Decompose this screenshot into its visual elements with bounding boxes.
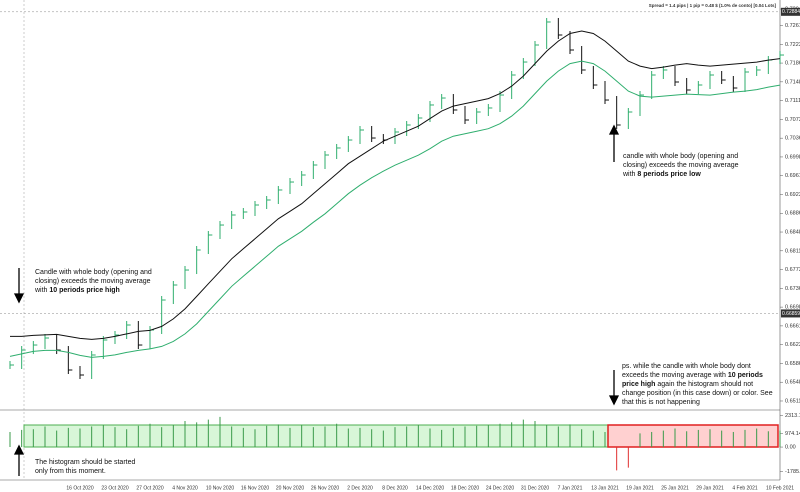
arrow-head	[608, 124, 620, 135]
y-tick-label: 0.65110	[785, 398, 800, 404]
annotation-bold: 8 periods price low	[637, 171, 701, 178]
y-tick-label: 0.72610	[785, 23, 800, 29]
y-tick-label: 974.1467	[785, 431, 800, 437]
arrow-head	[608, 395, 620, 406]
moving-average	[9, 60, 781, 358]
price-tag	[781, 7, 800, 16]
annotation: Candle with whole body (opening and clos…	[35, 268, 160, 295]
x-tick-label: 25 Jan 2021	[661, 485, 689, 491]
x-tick-label: 14 Dec 2020	[416, 485, 445, 491]
green-zone	[23, 424, 609, 448]
y-tick-label: 0.72235	[785, 42, 800, 48]
x-tick-label: 8 Dec 2020	[382, 485, 408, 491]
y-tick-label: 0.68110	[785, 248, 800, 254]
x-tick-label: 2 Dec 2020	[347, 485, 373, 491]
y-tick-label: 0.71485	[785, 79, 800, 85]
price-tag	[781, 309, 800, 318]
annotation-text: The histogram should be started only fro…	[35, 459, 136, 475]
x-tick-label: 13 Jan 2021	[591, 485, 619, 491]
plot-bg	[0, 0, 780, 480]
spread-info: Spread = 1.4 pips | 1 pip = 0.48 $ (1.0%…	[649, 3, 777, 8]
x-tick-label: 23 Oct 2020	[101, 485, 128, 491]
annotation-bold: 10 periods price high	[49, 287, 120, 294]
x-tick-label: 16 Nov 2020	[241, 485, 270, 491]
y-tick-label: 0.70360	[785, 136, 800, 142]
y-tick-label: 0.68485	[785, 229, 800, 235]
x-tick-label: 4 Nov 2020	[172, 485, 198, 491]
y-tick-label: -1785.4436	[785, 469, 800, 475]
y-tick-label: 0.00	[785, 445, 796, 451]
x-tick-label: 18 Dec 2020	[451, 485, 480, 491]
x-tick-label: 26 Nov 2020	[311, 485, 340, 491]
y-tick-label: 0.69985	[785, 154, 800, 160]
y-tick-label: 0.68860	[785, 211, 800, 217]
price-tag-label: 0.66859	[782, 311, 800, 317]
y-tick-label: 0.66610	[785, 323, 800, 329]
price-tag-label: 0.72884	[782, 9, 800, 15]
y-tick-label: 0.70735	[785, 117, 800, 123]
y-tick-label: 0.65860	[785, 361, 800, 367]
x-tick-label: 10 Nov 2020	[206, 485, 235, 491]
arrows	[13, 124, 620, 476]
arrow-head	[13, 444, 25, 455]
red-zone	[607, 424, 779, 448]
x-tick-label: 7 Jan 2021	[558, 485, 583, 491]
annotation-text: again the histogram should not change po…	[622, 381, 773, 406]
x-tick-label: 24 Dec 2020	[486, 485, 515, 491]
y-tick-label: 0.66985	[785, 305, 800, 311]
y-tick-label: 0.66235	[785, 342, 800, 348]
marks: 0.65110 0.65485 0.65860 0.66235 0.66610 0.669…	[0, 6, 800, 491]
annotation: candle with whole body (opening and clos…	[623, 152, 748, 179]
y-tick-label: 0.69235	[785, 192, 800, 198]
y-tick-label: 0.67735	[785, 267, 800, 273]
annotation-text: candle with whole body (opening and clos…	[623, 153, 739, 178]
y-tick-label: 0.67360	[785, 286, 800, 292]
x-tick-label: 10 Feb 2021	[766, 485, 794, 491]
y-tick-label: 2313.1468	[785, 413, 800, 419]
annotation: ps. while the candle with whole body don…	[622, 362, 777, 407]
x-tick-label: 31 Dec 2020	[521, 485, 550, 491]
moving-average	[10, 30, 781, 340]
x-tick-label: 16 Oct 2020	[66, 485, 93, 491]
annotation-text: Candle with whole body (opening and clos…	[35, 269, 152, 294]
x-tick-label: 19 Jan 2021	[626, 485, 654, 491]
annotation: The histogram should be started only fro…	[35, 458, 145, 476]
x-tick-label: 4 Feb 2021	[732, 485, 758, 491]
y-tick-label: 0.65485	[785, 380, 800, 386]
arrow-head	[13, 293, 25, 304]
annotation-text: ps. while the candle with whole body don…	[622, 363, 751, 379]
x-tick-label: 20 Nov 2020	[276, 485, 305, 491]
x-tick-label: 27 Oct 2020	[136, 485, 163, 491]
x-tick-label: 29 Jan 2021	[696, 485, 724, 491]
y-tick-label: 0.69610	[785, 173, 800, 179]
y-tick-label: 0.71860	[785, 61, 800, 67]
annotation-bold: 10 periods price high	[622, 372, 763, 388]
